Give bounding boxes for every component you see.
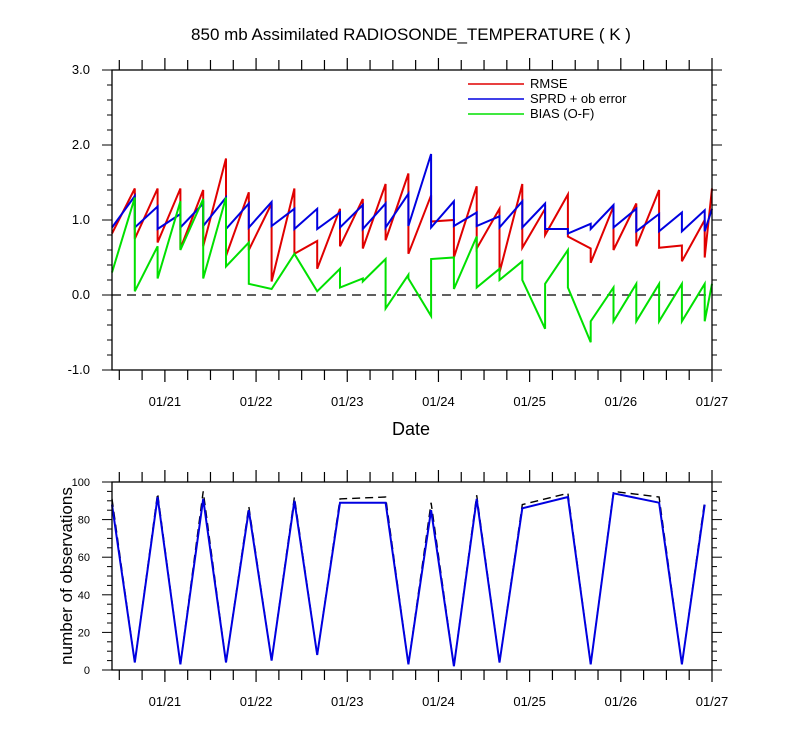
series-line-sprd-ob-error [111, 153, 713, 236]
y-tick-label: 100 [72, 477, 90, 489]
legend-label-bias-o-f: BIAS (O-F) [530, 106, 594, 121]
x-tick-label: 01/22 [240, 694, 273, 709]
axis-ticks [102, 58, 722, 382]
x-tick-label: 01/27 [696, 394, 729, 409]
x-tick-label: 01/25 [513, 394, 546, 409]
y-tick-label: 2.0 [72, 137, 90, 152]
y-tick-label: 3.0 [72, 62, 90, 77]
x-tick-label: 01/21 [149, 394, 182, 409]
y-tick-label: -1.0 [68, 362, 90, 377]
y-tick-label: 80 [78, 515, 90, 527]
x-tick-labels: 01/21 01/22 01/23 01/24 01/25 01/26 01/27 [149, 694, 729, 709]
series-line-assimilated [111, 492, 706, 667]
x-tick-labels: 01/21 01/22 01/23 01/24 01/25 01/26 01/27 [149, 394, 729, 409]
x-tick-label: 01/22 [240, 394, 273, 409]
series-line-rmse [111, 158, 713, 282]
top-chart: 850 mb Assimilated RADIOSONDE_TEMPERATUR… [68, 25, 729, 439]
x-tick-label: 01/26 [605, 694, 638, 709]
y-tick-label: 40 [78, 590, 90, 602]
x-tick-label: 01/23 [331, 694, 364, 709]
y-axis-label: number of observations [57, 487, 76, 665]
x-tick-label: 01/21 [149, 694, 182, 709]
x-tick-label: 01/25 [513, 694, 546, 709]
y-tick-labels: 0 20 40 60 80 100 [72, 477, 90, 677]
x-tick-label: 01/26 [605, 394, 638, 409]
x-tick-label: 01/24 [422, 694, 455, 709]
y-tick-label: 1.0 [72, 212, 90, 227]
y-tick-label: 60 [78, 552, 90, 564]
series-group [111, 490, 706, 667]
chart-title: 850 mb Assimilated RADIOSONDE_TEMPERATUR… [191, 25, 631, 44]
bottom-chart: number of observations 0 20 40 60 80 100 01/2… [57, 470, 728, 709]
x-axis-label: Date [392, 419, 430, 439]
axis-ticks [102, 470, 722, 682]
legend-label-rmse: RMSE [530, 76, 568, 91]
y-tick-label: 0.0 [72, 287, 90, 302]
x-tick-label: 01/24 [422, 394, 455, 409]
series-group [111, 153, 713, 343]
y-tick-labels: -1.0 0.0 1.0 2.0 3.0 [68, 62, 90, 377]
x-tick-label: 01/23 [331, 394, 364, 409]
series-line-bias-o-f [111, 197, 713, 343]
y-tick-label: 0 [84, 665, 90, 677]
x-tick-label: 01/27 [696, 694, 729, 709]
y-tick-label: 20 [78, 627, 90, 639]
legend-label-sprd-ob-error: SPRD + ob error [530, 91, 627, 106]
